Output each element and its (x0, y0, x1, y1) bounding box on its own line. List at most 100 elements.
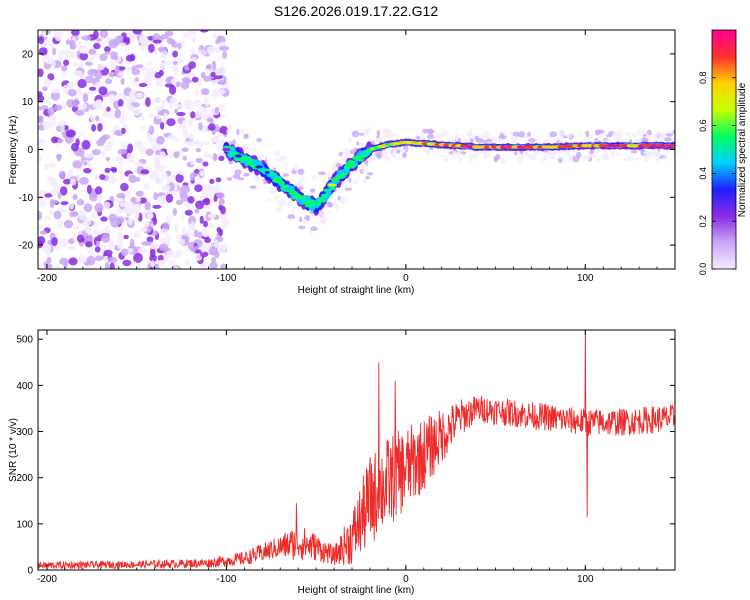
spectrogram-noise-blob (72, 193, 78, 200)
spectrogram-noise-blob (38, 68, 44, 77)
spectrogram-noise-blob (141, 66, 149, 74)
spectrogram-noise-blob (115, 65, 120, 75)
y-tick-label: 0 (27, 145, 33, 156)
spectrogram-noise-blob (206, 64, 213, 70)
spectrogram-noise-blob (140, 125, 146, 131)
spectrogram-halo-blob (466, 132, 471, 137)
spectrogram-noise-blob (214, 250, 220, 259)
spectrogram-noise-blob (48, 120, 58, 128)
spectrogram-noise-blob (73, 98, 79, 108)
spectrogram-noise-blob (105, 156, 111, 162)
spectrogram-noise-blob (39, 230, 47, 235)
spectrogram-noise-blob (198, 106, 205, 115)
spectrogram-halo-blob (651, 150, 657, 156)
spectrogram-halo-blob (244, 134, 249, 138)
spectrogram-noise-blob (152, 39, 162, 44)
spectrogram-halo-blob (226, 129, 232, 134)
spectrogram-halo-blob (474, 149, 480, 155)
y-tick-label: 100 (16, 519, 33, 530)
spectrogram-ridge-cell (357, 158, 365, 162)
spectrogram-noise-blob (193, 229, 199, 238)
spectrogram-halo-blob (286, 200, 293, 207)
x-tick-label: -200 (37, 574, 57, 585)
spectrogram-noise-blob (150, 260, 155, 268)
spectrogram-noise-blob (203, 153, 214, 158)
spectrogram-noise-blob (91, 124, 97, 132)
spectrogram-noise-blob (122, 112, 128, 122)
spectrogram-halo-blob (228, 124, 233, 130)
spectrogram-noise-blob (83, 168, 92, 174)
spectrogram-noise-blob (186, 30, 197, 36)
spectrogram-halo-blob (661, 157, 669, 161)
spectrogram-halo-blob (232, 139, 236, 145)
spectrogram-ridge-cell (308, 199, 316, 203)
spectrogram-noise-blob (188, 133, 194, 141)
spectrogram-noise-blob (85, 241, 93, 248)
spectrogram-noise-blob (69, 202, 74, 210)
spectrogram-peak-cell (610, 144, 618, 148)
spectrogram-peak-cell (312, 205, 320, 209)
spectrogram-halo-blob (454, 136, 459, 142)
spectrogram-noise-blob (49, 177, 58, 187)
spectrogram-noise-blob (195, 147, 202, 153)
top-x-axis-label: Height of straight line (km) (298, 285, 415, 296)
spectrogram-noise-blob (199, 170, 205, 177)
spectrogram-noise-blob (145, 148, 154, 156)
spectrogram-noise-blob (86, 255, 96, 266)
spectrogram-halo-blob (340, 197, 345, 205)
spectrogram-noise-blob (138, 145, 147, 155)
spectrogram-peak-cell (327, 183, 338, 187)
spectrogram-noise-blob (174, 108, 179, 114)
spectrogram-noise-blob (44, 193, 53, 198)
spectrogram-halo-blob (362, 178, 368, 184)
spectrogram-noise-blob (145, 97, 151, 107)
spectrogram-noise-blob (46, 163, 57, 169)
spectrogram-noise-blob (160, 200, 166, 206)
spectrogram-halo-blob (602, 153, 610, 161)
spectrogram-noise-blob (118, 165, 124, 176)
spectrogram-noise-blob (147, 112, 154, 118)
spectrogram-noise-blob (154, 263, 160, 269)
spectrogram-noise-blob (94, 115, 100, 122)
y-tick-label: 400 (16, 381, 33, 392)
spectrogram-noise-blob (175, 173, 184, 183)
spectrogram-halo-blob (463, 138, 469, 142)
spectrogram-noise-blob (126, 66, 131, 73)
spectrogram-noise-blob (204, 237, 212, 244)
spectrogram-noise-blob (216, 132, 224, 138)
spectrogram-noise-blob (194, 184, 203, 192)
spectrogram-halo-blob (481, 139, 488, 143)
spectrogram-ridge-cell (315, 202, 322, 207)
spectrogram-noise-blob (193, 100, 202, 107)
spectrogram-halo-blob (361, 163, 367, 170)
x-tick-label: -100 (216, 273, 236, 284)
spectrogram-peak-cell (615, 144, 621, 148)
spectrogram-noise-blob (53, 264, 60, 269)
spectrogram-ridge-cell (282, 184, 289, 188)
spectrogram-halo-blob (469, 155, 473, 163)
spectrogram-halo-blob (352, 177, 360, 185)
spectrogram-noise-blob (104, 262, 110, 269)
spectrogram-noise-blob (100, 151, 106, 158)
spectrogram-noise-blob (201, 140, 211, 146)
spectrogram-noise-blob (179, 212, 185, 218)
spectrogram-halo-blob (587, 135, 594, 140)
spectrogram-halo-blob (328, 210, 332, 214)
spectrogram-halo-blob (310, 188, 316, 193)
spectrogram-halo-blob (281, 156, 288, 161)
spectrogram-noise-blob (82, 93, 89, 103)
spectrogram-noise-blob (78, 210, 86, 221)
spectrogram-noise-blob (58, 50, 68, 55)
spectrogram-noise-blob (53, 210, 62, 220)
snr-plot-area (38, 330, 675, 570)
spectrogram-noise-blob (115, 260, 121, 269)
spectrogram-noise-blob (51, 237, 58, 247)
spectrogram-noise-blob (50, 199, 59, 204)
spectrogram-noise-blob (119, 175, 126, 180)
spectrogram-noise-blob (173, 151, 180, 159)
spectrogram-halo-blob (396, 149, 401, 155)
spectrogram-halo-blob (520, 154, 525, 161)
spectrogram-noise-blob (131, 106, 141, 116)
spectrogram-noise-blob (172, 60, 178, 65)
spectrogram-noise-blob (63, 59, 70, 66)
